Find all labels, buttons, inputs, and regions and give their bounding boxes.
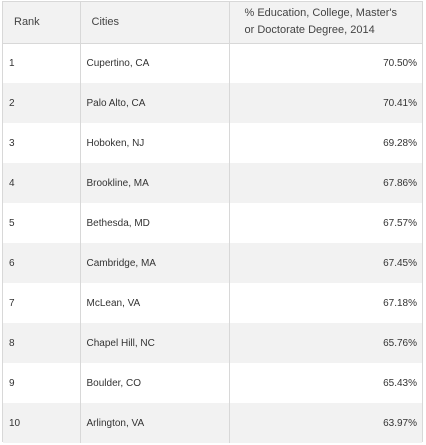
city-cell: Hoboken, NJ	[80, 123, 230, 163]
rank-cell: 7	[3, 283, 81, 323]
table-row: 4 Brookline, MA 67.86%	[3, 163, 422, 203]
rank-cell: 3	[3, 123, 81, 163]
table-row: 7 McLean, VA 67.18%	[3, 283, 422, 323]
percent-header-line1: % Education, College, Master's	[244, 7, 398, 20]
city-cell: McLean, VA	[80, 283, 230, 323]
percent-cell: 67.86%	[383, 177, 417, 189]
rank-cell: 4	[3, 163, 81, 203]
city-cell: Cambridge, MA	[80, 243, 230, 283]
rank-cell: 1	[3, 43, 81, 83]
rank-cell: 2	[3, 83, 81, 123]
table-row: 2 Palo Alto, CA 70.41%	[3, 83, 422, 123]
percent-cell: 63.97%	[383, 417, 417, 429]
rank-cell: 10	[3, 403, 81, 443]
rank-cell: 6	[3, 243, 81, 283]
city-cell: Arlington, VA	[80, 403, 230, 443]
city-column-header: Cities	[80, 2, 230, 44]
table-row: 10 Arlington, VA 63.97%	[3, 403, 422, 443]
table-row: 9 Boulder, CO 65.43%	[3, 363, 422, 403]
rank-cell: 9	[3, 363, 81, 403]
ranking-table: Rank Cities % Education, College, Master…	[3, 2, 422, 443]
table-body: 1 Cupertino, CA 70.50% 2 Palo Alto, CA 7…	[3, 43, 422, 443]
percent-column-header: % Education, College, Master's or Doctor…	[229, 2, 422, 44]
table-header: Rank Cities % Education, College, Master…	[3, 2, 422, 44]
city-cell: Chapel Hill, NC	[80, 323, 230, 363]
rank-cell: 8	[3, 323, 81, 363]
table-row: 3 Hoboken, NJ 69.28%	[3, 123, 422, 163]
percent-cell: 67.57%	[383, 217, 417, 229]
table-row: 8 Chapel Hill, NC 65.76%	[3, 323, 422, 363]
table-row: 1 Cupertino, CA 70.50%	[3, 43, 422, 83]
rank-column-header: Rank	[3, 2, 81, 44]
header-row: Rank Cities % Education, College, Master…	[3, 2, 422, 44]
percent-cell: 67.18%	[383, 297, 417, 309]
city-cell: Palo Alto, CA	[80, 83, 230, 123]
percent-cell: 70.41%	[383, 97, 417, 109]
rank-cell: 5	[3, 203, 81, 243]
percent-header-line2: or Doctorate Degree, 2014	[244, 24, 375, 37]
city-cell: Bethesda, MD	[80, 203, 230, 243]
percent-cell: 65.76%	[383, 337, 417, 349]
table-row: 6 Cambridge, MA 67.45%	[3, 243, 422, 283]
city-cell: Boulder, CO	[80, 363, 230, 403]
city-cell: Cupertino, CA	[80, 43, 230, 83]
city-cell: Brookline, MA	[80, 163, 230, 203]
percent-cell: 65.43%	[383, 377, 417, 389]
percent-cell: 67.45%	[383, 257, 417, 269]
percent-cell: 70.50%	[383, 57, 417, 69]
table-row: 5 Bethesda, MD 67.57%	[3, 203, 422, 243]
percent-cell: 69.28%	[383, 137, 417, 149]
